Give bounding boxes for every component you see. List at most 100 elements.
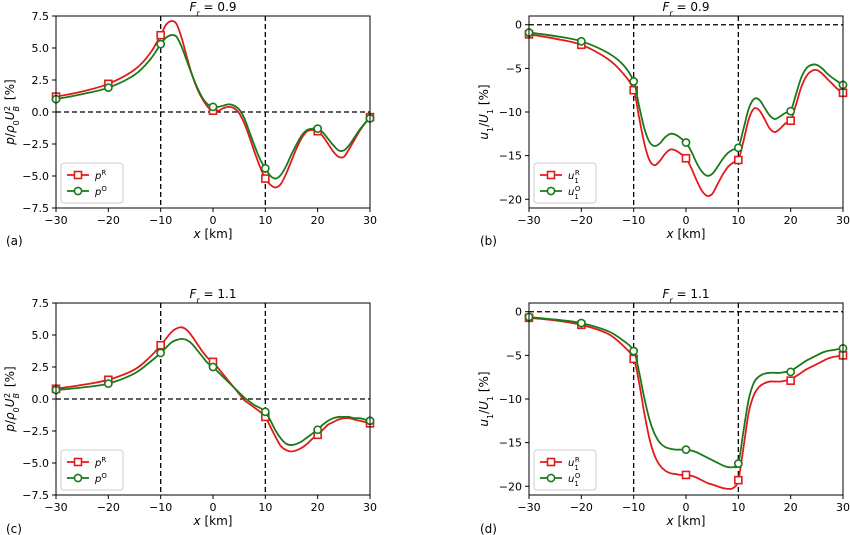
x-tick-label: −10: [149, 214, 172, 227]
y-tick-label: 7.5: [32, 10, 50, 23]
data-point-O: [733, 459, 743, 468]
y-tick-label: −7.5: [22, 489, 49, 502]
x-tick-label: 30: [363, 501, 377, 514]
y-tick-label: 2.5: [32, 361, 50, 374]
x-tick-label: 10: [731, 501, 745, 514]
data-point-O: [733, 143, 743, 153]
data-point-O: [260, 407, 270, 417]
series-line-O: [529, 31, 843, 177]
data-point-R: [734, 155, 743, 165]
x-tick-label: −20: [570, 214, 593, 227]
data-point-R: [681, 470, 691, 480]
data-point-O: [681, 445, 691, 455]
legend-marker-O: [546, 186, 556, 196]
y-tick-label: −15: [499, 150, 522, 163]
x-tick-label: 0: [683, 501, 690, 514]
x-tick-label: −30: [517, 501, 540, 514]
data-point-O: [629, 77, 639, 86]
y-tick-label: −20: [499, 480, 522, 493]
chart-panel-3: −30 −20 −10 0 10 20 30 −7.5 −5.0 −2.5 0.0 2.5 5.0 7.5…: [3, 287, 378, 535]
data-point-O: [313, 425, 323, 435]
y-tick-label: 2.5: [32, 74, 50, 87]
data-point-R: [786, 376, 795, 385]
data-point-O: [208, 102, 218, 112]
x-tick-label: 20: [311, 214, 325, 227]
x-tick-label: 30: [836, 214, 850, 227]
y-tick-label: 7.5: [32, 297, 50, 310]
x-tick-label: 0: [683, 214, 690, 227]
legend-box: [60, 162, 124, 204]
legend-marker-O: [73, 186, 83, 196]
y-tick-label: −2.5: [22, 425, 49, 438]
legend-marker-O: [546, 473, 556, 483]
y-tick-label: 0: [515, 306, 522, 319]
x-tick-label: 30: [363, 214, 377, 227]
legend-marker-R: [73, 170, 83, 180]
chart-title: Fr = 0.9: [190, 0, 237, 18]
y-tick-label: 0: [515, 19, 522, 32]
data-point-O: [156, 348, 166, 358]
y-tick-label: −15: [499, 437, 522, 450]
x-tick-label: 20: [311, 501, 325, 514]
legend: pR pO: [60, 449, 124, 491]
data-point-O: [156, 39, 166, 49]
chart-panel-1: −30 −20 −10 0 10 20 30 −7.5 −5.0 −2.5 0.0 2.5 5.0 7.5…: [3, 0, 378, 248]
data-point-R: [629, 85, 638, 95]
x-tick-label: −20: [97, 214, 120, 227]
x-tick-label: −10: [622, 214, 645, 227]
x-tick-label: 10: [258, 214, 272, 227]
legend-entry-R: u1R: [568, 456, 580, 472]
y-tick-label: −5.0: [22, 457, 49, 470]
x-axis-label: x [km]: [193, 514, 233, 528]
data-point-R: [156, 340, 165, 350]
x-tick-label: −20: [570, 501, 593, 514]
data-point-R: [734, 475, 743, 485]
series-line-O: [56, 337, 370, 446]
legend-box: [533, 449, 597, 491]
chart-panel-4: −30 −20 −10 0 10 20 30 −20 −15 −10 −5 0 Fr = 1.1 x [k…: [477, 287, 850, 535]
x-tick-label: 10: [731, 214, 745, 227]
legend-marker-R: [546, 457, 556, 467]
x-axis-label: x [km]: [193, 227, 233, 241]
x-tick-label: 10: [258, 501, 272, 514]
data-point-R: [681, 153, 691, 163]
series-line-R: [529, 316, 843, 490]
x-tick-label: −30: [44, 501, 67, 514]
legend-entry-O: u1O: [568, 185, 581, 201]
x-tick-label: −20: [97, 501, 120, 514]
data-point-O: [103, 379, 113, 389]
y-tick-label: −2.5: [22, 138, 49, 151]
panel-label: (b): [480, 234, 497, 248]
y-tick-label: −20: [499, 193, 522, 206]
data-point-O: [629, 346, 639, 356]
panel-label: (d): [480, 522, 497, 535]
x-axis-label: x [km]: [666, 514, 706, 528]
y-axis-label: u1/U1 [%]: [477, 84, 495, 139]
legend-marker-O: [73, 473, 83, 483]
data-point-R: [156, 30, 165, 40]
y-tick-label: −10: [499, 106, 522, 119]
legend-entry-O: u1O: [568, 472, 581, 488]
data-point-O: [681, 138, 691, 147]
data-point-O: [208, 362, 218, 372]
x-axis-label: x [km]: [666, 227, 706, 241]
series-line-O: [529, 316, 843, 469]
data-point-O: [576, 318, 586, 328]
series-line-R: [529, 33, 843, 197]
legend-marker-R: [73, 457, 83, 467]
y-tick-label: 0.0: [32, 393, 50, 406]
data-point-R: [261, 174, 270, 183]
panel-label: (a): [6, 234, 23, 248]
x-tick-label: 0: [210, 501, 217, 514]
y-tick-label: 5.0: [32, 42, 50, 55]
x-tick-label: −10: [622, 501, 645, 514]
chart-title: Fr = 1.1: [663, 287, 710, 305]
legend-entry-O: pO: [94, 472, 107, 485]
legend: pR pO: [60, 162, 124, 204]
series-line-R: [56, 20, 370, 189]
chart-panel-2: −30 −20 −10 0 10 20 30 −20 −15 −10 −5 0 Fr = 0.9 x [k…: [477, 0, 850, 248]
legend-entry-R: u1R: [568, 169, 580, 185]
